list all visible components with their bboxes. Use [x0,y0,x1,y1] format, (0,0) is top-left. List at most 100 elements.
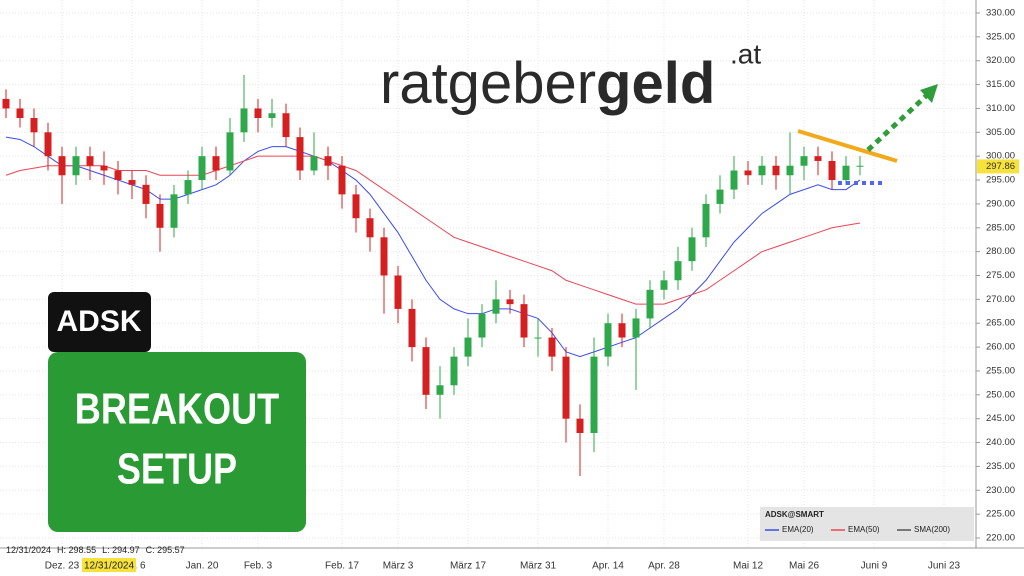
candle-body [240,108,248,133]
x-tick-label: Mai 26 [789,561,819,572]
candle-body [408,308,416,348]
candle-body [436,385,444,395]
candle-body [100,165,108,171]
candle-body [506,299,514,305]
crosshair-label-box [82,558,136,572]
x-tick-label: Feb. 3 [244,561,273,572]
y-tick-label: 260.00 [986,342,1015,353]
y-tick-label: 265.00 [986,318,1015,329]
ticker-badge-text: ADSK [56,305,141,338]
candle-body [58,156,66,176]
candle-body [632,318,640,338]
candle-body [590,356,598,433]
y-tick-label: 280.00 [986,246,1015,257]
candle-body [142,184,150,204]
y-tick-label: 325.00 [986,31,1015,42]
resistance-trendline [797,129,898,163]
candle-body [688,237,696,262]
info-line: 12/31/2024 H: 298.55 L: 294.97 C: 295.57 [6,545,185,555]
x-tick-label: März 3 [383,561,414,572]
candle-body [520,304,528,338]
candle-body [296,137,304,171]
y-tick-label: 240.00 [986,437,1015,448]
candle-body [338,165,346,195]
candle-body [310,156,318,171]
candle-body [744,170,752,176]
info-date: 12/31/2024 [6,545,51,555]
candle-body [814,156,822,161]
candle-body [660,280,668,290]
candle-body [324,156,332,166]
candle-body [800,156,808,166]
info-close: C: 295.57 [146,545,185,555]
candle-body [30,118,38,133]
x-tick-label: März 31 [520,561,557,572]
candle-body [72,156,80,176]
candle-body [758,165,766,176]
crosshair-label: 12/31/2024 [84,561,134,572]
y-tick-label: 290.00 [986,198,1015,209]
y-tick-label: 310.00 [986,103,1015,114]
x-tick-label: Jan. 20 [186,561,219,572]
candle-body [44,132,52,157]
candle-body [730,170,738,190]
y-tick-label: 255.00 [986,365,1015,376]
candles [2,75,864,476]
logo-suffix: .at [730,38,761,69]
logo-bold: geld [596,51,715,116]
candle-body [170,194,178,228]
info-high: H: 298.55 [57,545,96,555]
candle-body [352,194,360,219]
y-tick-label: 285.00 [986,222,1015,233]
legend-label: SMA(200) [914,525,950,534]
candle-body [380,237,388,276]
candle-body [114,170,122,181]
y-tick-label: 300.00 [986,151,1015,162]
legend-label: EMA(20) [782,525,814,534]
y-tick-label: 275.00 [986,270,1015,281]
candle-body [716,189,724,204]
y-tick-label: 270.00 [986,294,1015,305]
y-tick-label: 230.00 [986,485,1015,496]
candle-body [422,347,430,395]
setup-line-2: SETUP [117,444,237,493]
y-tick-label: 250.00 [986,389,1015,400]
ticker-badge [48,292,151,352]
x-tick-label: Apr. 28 [648,561,680,572]
y-tick-label: 235.00 [986,461,1015,472]
last-price-label: 297.86 [986,161,1015,172]
candle-body [618,323,626,338]
y-tick-label: 220.00 [986,533,1015,544]
candle-body [156,203,164,228]
last-price-box [977,159,1019,174]
candle-body [366,218,374,238]
candle-body [856,165,864,167]
candle-body [828,160,836,181]
y-tick-label: 225.00 [986,509,1015,520]
breakout-arrow-head [920,84,938,103]
breakout-arrow [866,94,928,152]
x-tick-label: Feb. 17 [325,561,359,572]
x-tick-label: Apr. 14 [592,561,624,572]
candle-body [478,313,486,338]
candle-body [842,165,850,181]
x-tick-label: Dez. 23 [45,561,80,572]
candle-body [576,418,584,433]
legend: EMA(20) EMA(50) SMA(200) [765,525,950,534]
logo: ratgebergeld [380,51,715,116]
candle-body [16,108,24,118]
candle-body [86,156,94,166]
candle-body [548,337,556,357]
y-tick-label: 305.00 [986,127,1015,138]
legend-label: EMA(50) [848,525,880,534]
setup-badge [48,352,306,532]
candle-body [772,165,780,176]
axes: 220.00 225.00 230.00 235.00 240.00 245.00 250.… [45,8,1019,572]
candle-body [464,337,472,357]
candle-body [450,356,458,386]
x-tick-label: Juni 9 [861,561,888,572]
candle-body [128,180,136,185]
candle-body [492,299,500,314]
candle-body [786,165,794,176]
